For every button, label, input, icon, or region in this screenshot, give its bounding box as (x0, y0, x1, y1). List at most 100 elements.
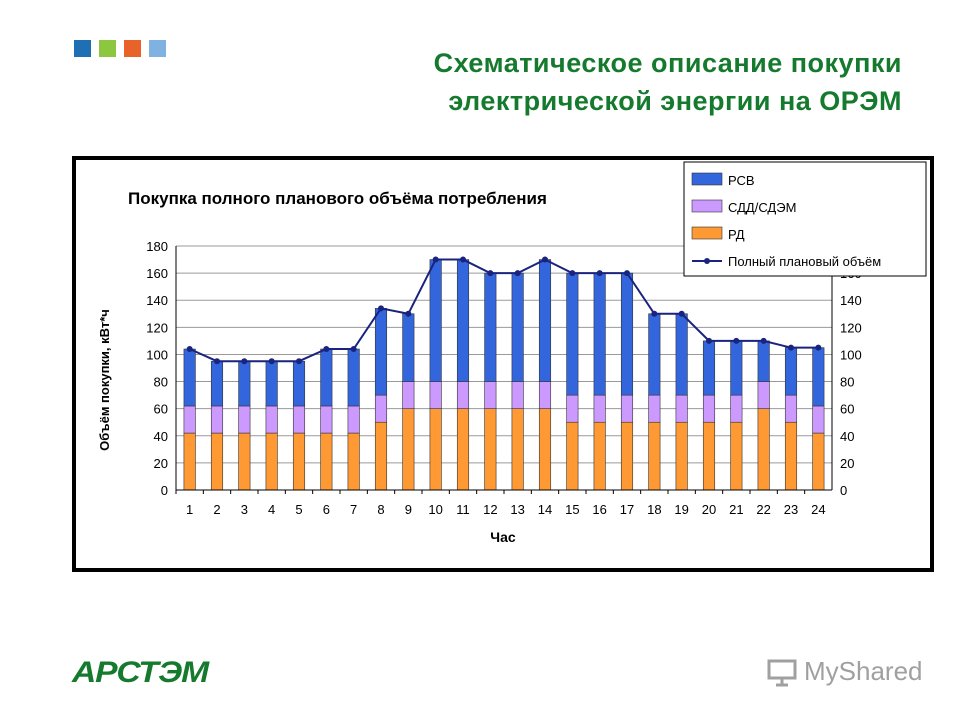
bar-segment (538, 259, 552, 382)
plan-volume-point (706, 337, 712, 344)
bar-segment (320, 348, 333, 407)
y-axis-label: Объём покупки, кВт*ч (97, 309, 112, 451)
presentation-icon (767, 659, 797, 686)
bar-segment (784, 347, 798, 396)
logo-squares (74, 40, 166, 57)
x-tick-label: 20 (702, 502, 716, 517)
bar-segment (183, 348, 196, 407)
bar-segment (402, 408, 415, 491)
x-tick-label: 15 (565, 502, 579, 517)
plan-volume-point (214, 358, 220, 365)
bar-segment (374, 394, 388, 423)
legend-swatch-point (704, 258, 710, 264)
secondary-y-tick-label: 80 (840, 375, 854, 390)
x-tick-label: 3 (241, 502, 248, 517)
bar-segment (511, 408, 524, 491)
bar-segment (620, 421, 634, 491)
plan-volume-point (569, 270, 576, 277)
watermark-text: MyShared (804, 656, 923, 686)
secondary-y-tick-label: 60 (840, 402, 854, 417)
x-tick-label: 4 (268, 502, 275, 517)
bar-segment (702, 394, 716, 423)
bar-segment (402, 313, 415, 382)
legend-swatch (691, 172, 723, 186)
plan-volume-point (268, 358, 275, 365)
bar-segment (183, 432, 196, 491)
logo-square-3 (124, 40, 141, 57)
legend: РСВ СДД/СДЭМ РД Полный плановый объём (683, 161, 927, 277)
slide-title-line-2: электрической энергии на ОРЭМ (448, 86, 902, 116)
logo-square-1 (74, 40, 91, 57)
bar-segment (812, 347, 825, 407)
secondary-y-tick-label: 40 (840, 429, 854, 444)
y-tick-label: 0 (161, 483, 168, 498)
x-tick-label: 10 (428, 502, 442, 517)
bars (183, 259, 825, 491)
bar-segment (511, 272, 524, 382)
plan-volume-point (596, 270, 603, 277)
x-tick-label: 18 (647, 502, 661, 517)
x-tick-label: 2 (213, 502, 220, 517)
bar-segment (402, 381, 415, 409)
plan-volume-point (514, 270, 521, 277)
x-tick-label: 7 (350, 502, 357, 517)
x-tick-label: 19 (674, 502, 688, 517)
secondary-y-tick-label: 120 (840, 320, 862, 335)
bar-segment (620, 272, 634, 396)
logo-square-2 (99, 40, 116, 57)
plan-volume-point (296, 358, 302, 365)
bar-segment (429, 381, 442, 409)
bar-segment (566, 421, 579, 491)
bar-segment (292, 360, 306, 407)
plan-volume-point (460, 256, 466, 263)
bar-segment (648, 394, 661, 423)
bar-segment (593, 394, 606, 423)
x-tick-label: 6 (323, 502, 330, 517)
plan-volume-line (189, 258, 819, 363)
bar-segment (210, 405, 224, 434)
bar-segment (265, 360, 278, 407)
bar-segment (784, 394, 798, 423)
secondary-y-tick-label: 0 (840, 483, 847, 498)
bar-segment (238, 405, 251, 434)
bar-segment (757, 408, 770, 491)
legend-label: Полный плановый объём (728, 254, 881, 269)
bar-segment (757, 381, 770, 409)
logo-square-4 (149, 40, 166, 57)
bar-segment (675, 394, 688, 423)
x-tick-label: 12 (483, 502, 497, 517)
y-tick-label: 160 (146, 266, 168, 281)
bar-segment (648, 421, 661, 491)
plan-volume-point (788, 344, 794, 351)
chart-frame: Покупка полного планового объёма потребл… (72, 156, 934, 572)
stacked-bar-chart: Покупка полного планового объёма потребл… (76, 160, 930, 568)
chart-title: Покупка полного планового объёма потребл… (128, 189, 547, 208)
x-tick-label: 21 (729, 502, 743, 517)
bar-segment (648, 313, 661, 396)
bar-segment (347, 405, 360, 434)
bar-segment (429, 408, 442, 491)
bar-segment (538, 408, 552, 491)
plan-volume-point (186, 346, 193, 353)
y-tick-label: 100 (146, 347, 168, 362)
bar-segment (675, 313, 688, 396)
legend-swatch (691, 226, 723, 240)
x-tick-label: 17 (620, 502, 634, 517)
x-tick-label: 14 (538, 502, 552, 517)
y-tick-label: 180 (146, 239, 168, 254)
plan-volume-point (323, 346, 330, 353)
plan-volume-point (815, 344, 822, 351)
x-axis-label: Час (490, 529, 516, 545)
x-tick-label: 24 (811, 502, 825, 517)
bar-segment (347, 432, 360, 491)
plan-volume-point (542, 256, 548, 263)
bar-segment (484, 381, 497, 409)
bar-segment (593, 421, 606, 491)
slide-title-line-1: Схематическое описание покупки (433, 48, 902, 78)
bar-segment (238, 432, 251, 491)
x-tick-label: 11 (456, 502, 470, 517)
bar-segment (183, 405, 196, 434)
legend-swatch (691, 199, 723, 213)
bar-segment (538, 381, 552, 409)
bar-segment (265, 432, 278, 491)
